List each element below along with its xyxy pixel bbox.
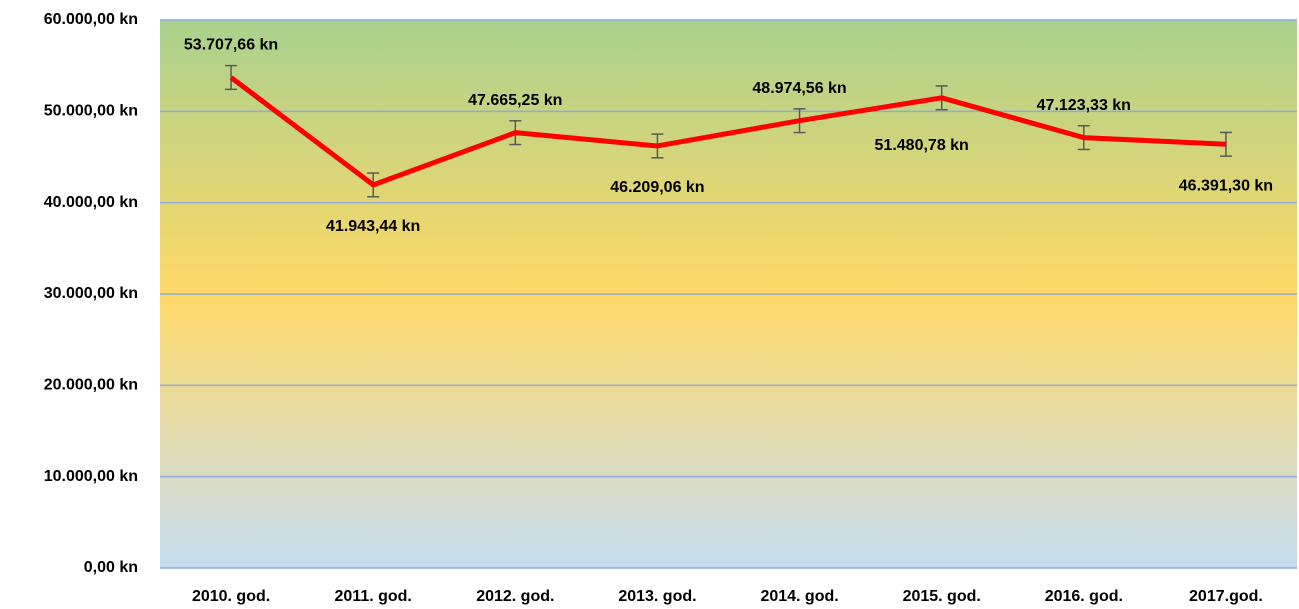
- x-tick-label: 2015. god.: [903, 588, 981, 605]
- data-label: 47.665,25 kn: [468, 92, 562, 109]
- x-tick-label: 2014. god.: [760, 588, 838, 605]
- data-label: 51.480,78 kn: [875, 137, 969, 154]
- y-tick-label: 60.000,00 kn: [44, 11, 138, 28]
- y-tick-label: 20.000,00 kn: [44, 377, 138, 394]
- data-label: 41.943,44 kn: [326, 218, 420, 235]
- x-tick-label: 2012. god.: [476, 588, 554, 605]
- x-tick-label: 2013. god.: [618, 588, 696, 605]
- y-tick-label: 40.000,00 kn: [44, 194, 138, 211]
- x-tick-label: 2011. god.: [335, 588, 412, 605]
- data-label: 46.209,06 kn: [610, 179, 704, 196]
- x-tick-label: 2017.god.: [1189, 588, 1263, 605]
- x-tick-label: 2016. god.: [1045, 588, 1123, 605]
- data-label: 46.391,30 kn: [1179, 178, 1273, 195]
- y-tick-label: 30.000,00 kn: [44, 285, 138, 302]
- x-tick-label: 2010. god.: [192, 588, 270, 605]
- y-tick-label: 10.000,00 kn: [44, 468, 138, 485]
- data-label: 47.123,33 kn: [1037, 97, 1131, 114]
- y-tick-label: 50.000,00 kn: [44, 103, 138, 120]
- data-label: 48.974,56 kn: [752, 80, 846, 97]
- error-bar: [225, 64, 238, 91]
- line-series: [229, 75, 1227, 188]
- y-tick-label: 0,00 kn: [84, 559, 138, 576]
- data-label: 53.707,66 kn: [184, 37, 278, 54]
